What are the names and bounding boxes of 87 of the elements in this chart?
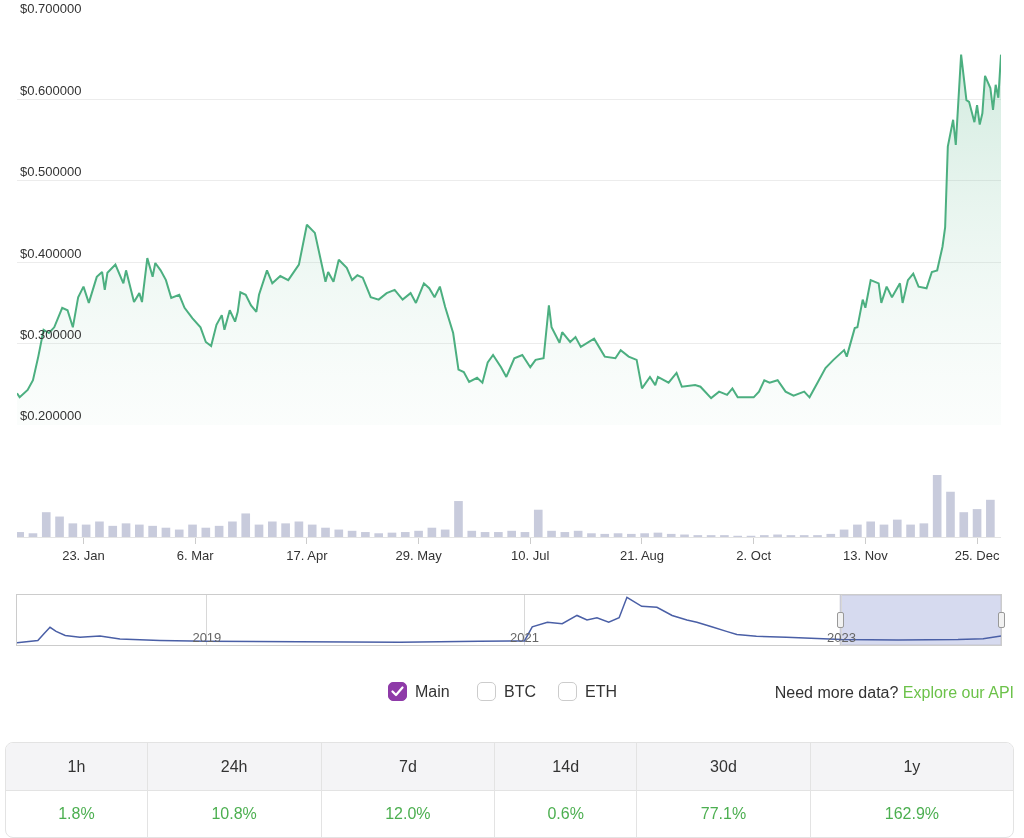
category-label: 1h xyxy=(6,743,148,791)
text: Need more data? xyxy=(774,684,899,701)
bar xyxy=(640,533,649,537)
category-label: 14d xyxy=(495,743,638,791)
y-tick-label: $0.200000 xyxy=(20,408,82,424)
bar xyxy=(135,524,144,537)
bar xyxy=(201,527,211,537)
bar xyxy=(866,521,876,537)
bar xyxy=(467,530,477,537)
bar xyxy=(281,523,290,537)
y-tick-label: $0.400000 xyxy=(20,245,82,261)
bar xyxy=(161,527,171,537)
bar xyxy=(68,523,78,537)
data-label: 0.6% xyxy=(495,791,638,837)
bar xyxy=(972,509,982,537)
bar xyxy=(108,525,118,537)
bar xyxy=(494,532,503,537)
bar xyxy=(666,533,676,537)
x-tick-label: 6. Mar xyxy=(176,547,215,563)
text: ETH xyxy=(585,682,617,701)
data-label: 1.8% xyxy=(6,791,148,837)
bar xyxy=(547,530,556,537)
bar xyxy=(81,524,91,537)
bar xyxy=(267,521,277,537)
bar xyxy=(480,532,490,537)
bar xyxy=(507,530,516,537)
text: BTC xyxy=(504,682,536,701)
data-label: 10.8% xyxy=(147,791,322,837)
bar xyxy=(946,491,955,537)
bar xyxy=(254,524,264,537)
bar xyxy=(334,529,344,537)
bar xyxy=(28,533,38,537)
x-tick-label: 29. May xyxy=(395,547,443,563)
bar xyxy=(148,525,157,537)
bar xyxy=(613,533,623,537)
bar xyxy=(95,521,104,537)
bar xyxy=(587,533,596,537)
bar xyxy=(307,524,317,537)
y-tick-label: $0.500000 xyxy=(20,164,82,180)
bar xyxy=(533,509,543,537)
category-label: 24h xyxy=(147,743,322,791)
data-label: 77.1% xyxy=(637,791,811,837)
bar xyxy=(826,533,836,537)
text: Explore our API xyxy=(902,684,1014,701)
data-label: 162.9% xyxy=(883,804,941,824)
bar xyxy=(361,532,370,537)
bar xyxy=(294,521,304,537)
bar xyxy=(414,530,423,537)
bar xyxy=(520,532,530,537)
bar xyxy=(627,533,636,537)
bar xyxy=(892,519,902,537)
bar xyxy=(986,499,995,537)
bar xyxy=(600,533,610,537)
bar xyxy=(374,533,384,537)
category-label: 7d xyxy=(321,743,496,791)
bar xyxy=(959,512,969,537)
x-tick-label: 17. Apr xyxy=(286,547,329,563)
x-tick-label: 13. Nov xyxy=(842,547,889,563)
bar xyxy=(560,532,570,537)
bar xyxy=(228,521,237,537)
bar xyxy=(188,524,197,537)
text: Main xyxy=(415,682,450,701)
x-tick-label: 25. Dec xyxy=(954,547,1000,563)
bar xyxy=(454,501,463,537)
bar xyxy=(906,524,915,537)
bar xyxy=(41,512,51,537)
bar xyxy=(400,532,410,537)
bar xyxy=(919,523,929,537)
y-tick-label: $0.700000 xyxy=(20,1,82,17)
bar xyxy=(121,523,131,537)
x-tick-label: 23. Jan xyxy=(62,547,105,563)
x-tick-label: 10. Jul xyxy=(511,547,550,563)
x-tick-label: 21. Aug xyxy=(619,547,665,563)
bar xyxy=(321,527,330,537)
bar xyxy=(853,524,862,537)
category-label: 1y xyxy=(810,743,1013,791)
x-tick-label: 2. Oct xyxy=(736,547,772,563)
bar xyxy=(241,513,251,537)
bar xyxy=(879,524,889,537)
category-label: 30d xyxy=(637,743,811,791)
data-label: 12.0% xyxy=(321,791,496,837)
bar xyxy=(932,475,942,537)
bar xyxy=(214,525,224,537)
y-tick-label: $0.600000 xyxy=(20,82,82,98)
bar xyxy=(174,529,184,537)
bar xyxy=(427,527,437,537)
bar xyxy=(55,516,64,537)
